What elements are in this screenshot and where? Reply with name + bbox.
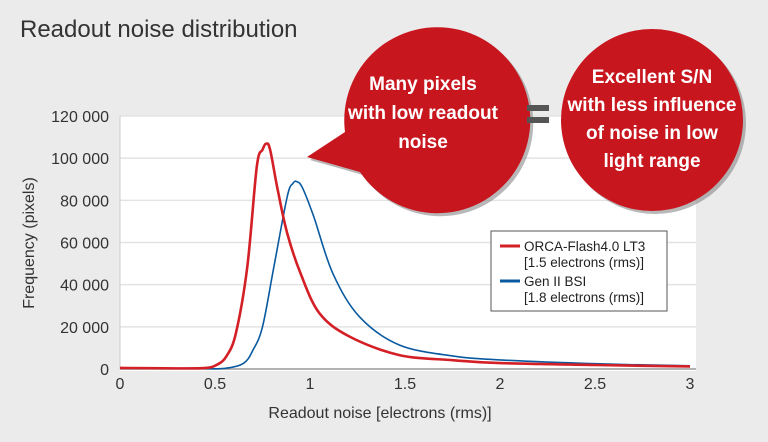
callout-left-line-3: noise <box>398 132 448 153</box>
callout-left-line-2: with low readout <box>347 103 499 124</box>
callout-right: Excellent S/N with less influence of noi… <box>561 29 746 214</box>
x-tick-label: 3 <box>686 376 695 393</box>
legend-sublabel-orca: [1.5 electrons (rms)] <box>524 255 644 270</box>
x-tick-label: 2 <box>496 376 505 393</box>
callout-left: Many pixels with low readout noise <box>307 27 534 217</box>
result-bubble <box>561 29 743 211</box>
callout-right-line-4: light range <box>603 151 700 172</box>
y-tick-label: 20 000 <box>60 320 109 337</box>
y-tick-label: 60 000 <box>60 236 109 253</box>
x-tick-label: 0.5 <box>204 376 226 393</box>
x-tick-label: 1 <box>306 376 315 393</box>
legend-label-orca: ORCA-Flash4.0 LT3 <box>524 239 645 254</box>
y-tick-label: 100 000 <box>51 151 109 168</box>
y-tick-label: 0 <box>100 362 109 379</box>
equals-sign <box>527 105 549 123</box>
y-tick-label: 80 000 <box>60 193 109 210</box>
callout-right-line-2: with less influence <box>567 95 737 116</box>
x-tick-label: 1.5 <box>394 376 416 393</box>
x-axis-label: Readout noise [electrons (rms)] <box>268 405 491 422</box>
legend-sublabel-gen2: [1.8 electrons (rms)] <box>524 290 644 305</box>
callout-left-line-1: Many pixels <box>369 74 477 95</box>
series-line-gen2-bsi <box>119 180 691 370</box>
x-tick-label: 0 <box>116 376 125 393</box>
callout-right-line-1: Excellent S/N <box>592 67 712 88</box>
series-line-orca-flash <box>119 142 691 370</box>
y-tick-label: 40 000 <box>60 278 109 295</box>
legend-label-gen2: Gen II BSI <box>524 274 586 289</box>
legend-box <box>490 230 668 312</box>
y-axis-label: Frequency (pixels) <box>21 177 38 309</box>
speech-bubble <box>307 27 531 214</box>
x-tick-label: 2.5 <box>584 376 606 393</box>
y-tick-label: 120 000 <box>51 109 109 126</box>
callout-right-line-3: of noise in low <box>586 123 718 144</box>
legend: ORCA-Flash4.0 LT3 [1.5 electrons (rms)] … <box>490 230 668 312</box>
chart-title: Readout noise distribution <box>20 16 298 43</box>
